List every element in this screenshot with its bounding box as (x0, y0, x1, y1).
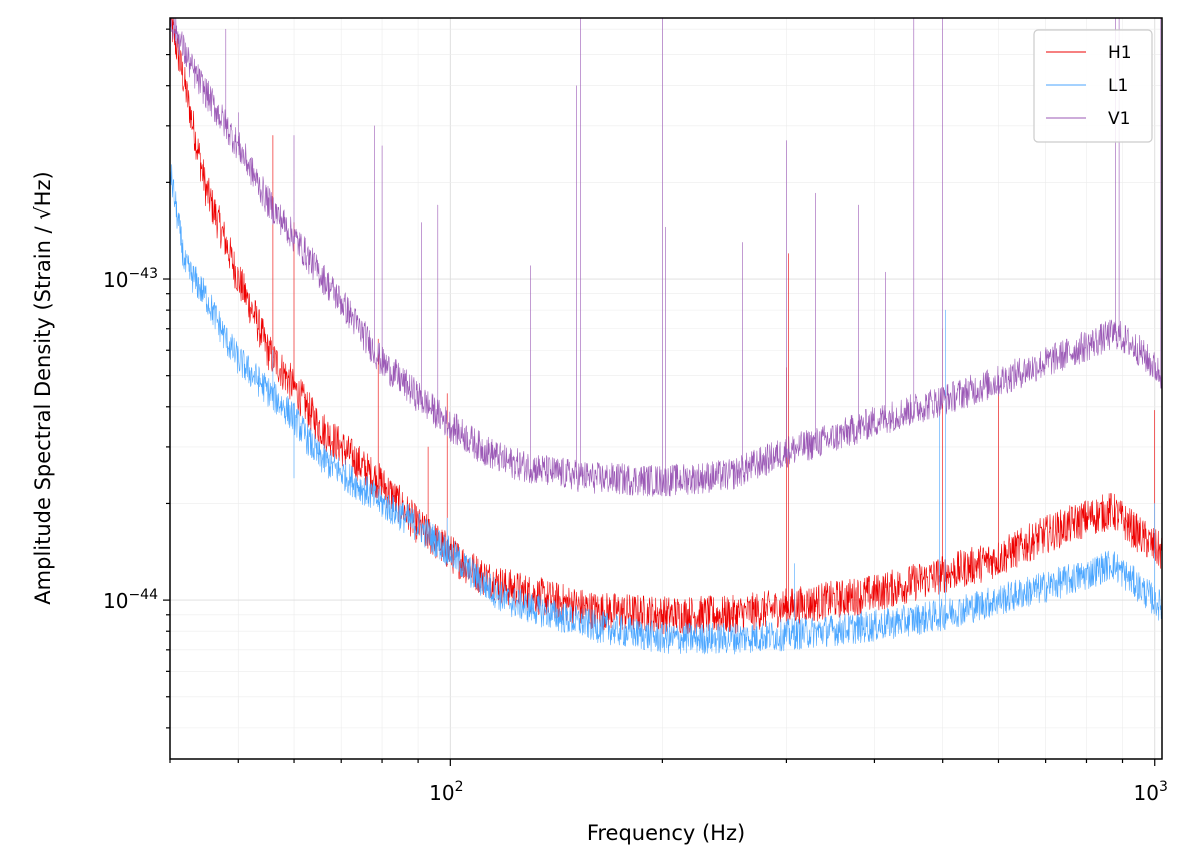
legend: H1 L1 V1 (1033, 29, 1153, 143)
y-tick-label: 10−44 (103, 587, 158, 613)
x-tick-label: 103 (1134, 779, 1168, 805)
legend-label-h1: H1 (1108, 43, 1132, 63)
y-axis-label: Amplitude Spectral Density (Strain / √Hz… (31, 171, 55, 604)
plot-frame (169, 17, 1163, 760)
series-layer (170, 18, 1162, 655)
y-tick-labels: 10−44 10−43 (103, 266, 158, 613)
x-axis-label: Frequency (Hz) (587, 821, 745, 845)
legend-label-l1: L1 (1108, 76, 1128, 96)
y-tick-label: 10−43 (103, 266, 158, 292)
series-line-l1 (170, 164, 1162, 655)
legend-label-v1: V1 (1108, 109, 1130, 129)
ticks (163, 28, 1156, 766)
series-line-v1 (170, 18, 1162, 497)
x-tick-label: 102 (429, 779, 463, 805)
legend-box (1033, 29, 1153, 143)
series-line-h1 (170, 18, 1162, 635)
x-tick-labels: 102 103 (429, 779, 1168, 805)
